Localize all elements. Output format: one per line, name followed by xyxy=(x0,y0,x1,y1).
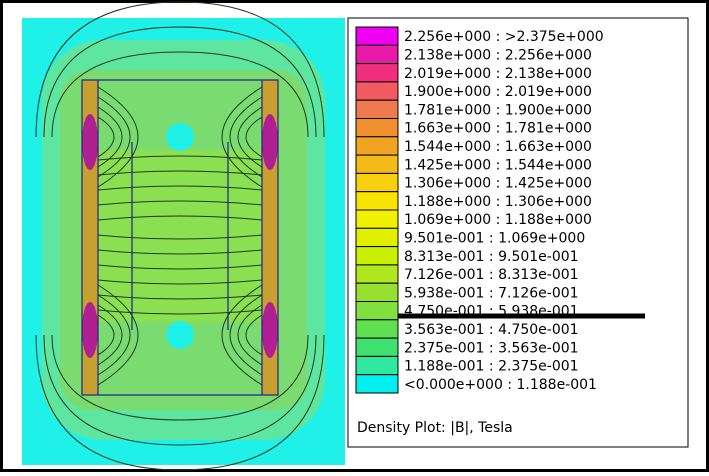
contour-line xyxy=(97,185,263,191)
legend-label: 3.563e-001 : 4.750e-001 xyxy=(404,322,579,338)
legend-label: <0.000e+000 : 1.188e-001 xyxy=(404,377,597,393)
legend-label: 1.306e+000 : 1.425e+000 xyxy=(404,176,592,192)
legend-label: 1.781e+000 : 1.900e+000 xyxy=(404,102,592,118)
contour-line xyxy=(97,304,123,366)
contour-line xyxy=(245,116,263,158)
contour-line xyxy=(51,334,309,421)
contour-line xyxy=(221,86,263,188)
contour-line xyxy=(97,116,115,158)
contour-line xyxy=(97,215,263,221)
contour-line xyxy=(97,200,263,206)
legend-swatch xyxy=(355,319,399,339)
contour-line xyxy=(35,1,325,138)
contour-line xyxy=(97,155,263,161)
legend-label: 1.188e-001 : 2.375e-001 xyxy=(404,359,579,375)
legend: 2.256e+000 : >2.375e+000 2.138e+000 : 2.2… xyxy=(347,17,689,448)
contour-line xyxy=(97,234,263,240)
contour-line xyxy=(97,294,263,300)
legend-swatch xyxy=(355,337,399,357)
contour-line xyxy=(97,86,139,188)
legend-swatch xyxy=(355,26,399,46)
legend-swatch xyxy=(355,209,399,229)
legend-swatch xyxy=(355,264,399,284)
legend-swatch xyxy=(355,282,399,303)
legend-label: 2.375e-001 : 3.563e-001 xyxy=(404,340,579,356)
legend-label: 2.019e+000 : 2.138e+000 xyxy=(404,66,592,82)
legend-label: 1.425e+000 : 1.544e+000 xyxy=(404,157,592,173)
legend-label: 1.188e+000 : 1.306e+000 xyxy=(404,194,592,210)
contour-line xyxy=(237,304,263,366)
legend-swatch xyxy=(355,227,399,248)
contour-line xyxy=(97,96,131,178)
contour-line xyxy=(51,51,309,138)
contour-line xyxy=(97,106,123,168)
legend-label: 8.313e-001 : 9.501e-001 xyxy=(404,249,579,265)
legend-label: 1.544e+000 : 1.663e+000 xyxy=(404,139,592,155)
contour-line xyxy=(229,294,263,376)
contour-line xyxy=(245,314,263,356)
legend-swatch xyxy=(355,172,399,193)
legend-swatch xyxy=(355,374,399,394)
legend-swatch xyxy=(355,246,399,266)
legend-caption: Density Plot: |B|, Tesla xyxy=(357,420,513,436)
contour-line xyxy=(97,309,263,315)
legend-swatch xyxy=(355,301,399,321)
contour-line xyxy=(97,249,263,255)
contour-line xyxy=(43,26,317,138)
contour-line xyxy=(237,106,263,168)
legend-label: 5.938e-001 : 7.126e-001 xyxy=(404,285,579,301)
legend-swatch xyxy=(355,81,399,101)
contour-line xyxy=(97,314,115,356)
legend-label: 7.126e-001 : 8.313e-001 xyxy=(404,267,579,283)
contour-line xyxy=(97,294,131,376)
contour-line xyxy=(97,264,263,270)
contour-line xyxy=(221,284,263,386)
legend-label: 2.256e+000 : >2.375e+000 xyxy=(404,29,604,45)
legend-swatch xyxy=(355,44,399,65)
legend-swatch xyxy=(355,99,399,119)
legend-label: 1.069e+000 : 1.188e+000 xyxy=(404,212,592,228)
legend-label: 1.663e+000 : 1.781e+000 xyxy=(404,121,592,137)
legend-swatch xyxy=(355,355,399,376)
legend-swatch xyxy=(355,154,399,174)
legend-label: 9.501e-001 : 1.069e+000 xyxy=(404,230,585,246)
legend-swatch xyxy=(355,118,399,138)
legend-swatch xyxy=(355,136,399,156)
density-plot xyxy=(22,1,345,471)
legend-swatch xyxy=(355,191,399,211)
contour-line xyxy=(97,284,139,386)
contour-line xyxy=(97,279,263,285)
legend-label: 1.900e+000 : 2.019e+000 xyxy=(404,84,592,100)
contour-line xyxy=(43,334,317,446)
legend-label: 2.138e+000 : 2.256e+000 xyxy=(404,47,592,63)
contour-line xyxy=(229,96,263,178)
legend-swatch xyxy=(355,63,399,83)
contour-line xyxy=(35,334,325,471)
